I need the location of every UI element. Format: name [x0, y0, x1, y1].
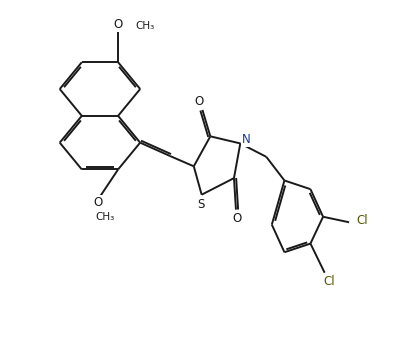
Text: S: S [197, 198, 204, 211]
Text: CH₃: CH₃ [136, 20, 155, 30]
Text: O: O [195, 95, 204, 108]
Text: Cl: Cl [356, 214, 368, 227]
Text: O: O [232, 212, 241, 225]
Text: CH₃: CH₃ [95, 212, 114, 222]
Text: N: N [242, 133, 251, 146]
Text: Cl: Cl [324, 275, 335, 288]
Text: O: O [93, 196, 102, 209]
Text: O: O [114, 18, 123, 31]
